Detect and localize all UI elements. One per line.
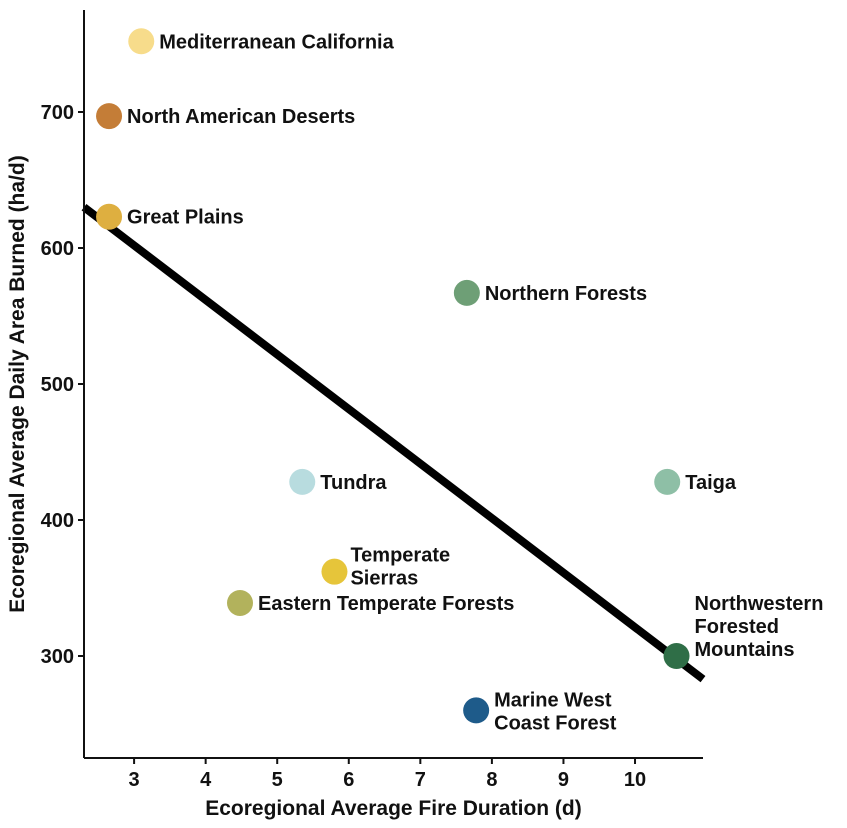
data-point	[289, 468, 316, 495]
x-tick-label: 10	[624, 769, 646, 791]
x-tick-label: 3	[129, 769, 140, 791]
data-point	[453, 279, 480, 306]
y-tick-label: 300	[41, 646, 74, 668]
point-label: Temperate Sierras	[350, 545, 450, 590]
trend-line	[81, 204, 706, 683]
x-tick-label: 5	[272, 769, 283, 791]
y-tick-label: 700	[41, 102, 74, 124]
point-label: Mediterranean California	[159, 31, 394, 53]
point-label: Great Plains	[127, 207, 244, 229]
point-label: Taiga	[685, 472, 737, 494]
x-tick-label: 7	[415, 769, 426, 791]
data-point	[227, 589, 254, 616]
data-point	[128, 28, 155, 55]
point-label: North American Deserts	[127, 106, 355, 128]
data-point	[96, 103, 123, 130]
axes: 3 4 5 6 7 8 9 10 300 400 500 600 700	[41, 10, 703, 791]
data-point	[321, 558, 348, 585]
plot-area: Mediterranean California North American D…	[81, 28, 824, 734]
point-label: Eastern Temperate Forests	[258, 593, 514, 615]
x-tick-label: 9	[558, 769, 569, 791]
y-tick-label: 400	[41, 510, 74, 532]
point-label: Northern Forests	[485, 283, 647, 305]
point-label: Marine West Coast Forest	[494, 689, 617, 734]
x-axis-title: Ecoregional Average Fire Duration (d)	[205, 797, 582, 820]
data-point	[96, 203, 123, 230]
data-point	[463, 697, 490, 724]
y-axis-title: Ecoregional Average Daily Area Burned (h…	[6, 155, 29, 612]
x-tick-label: 6	[343, 769, 354, 791]
point-label: Tundra	[320, 472, 387, 494]
y-tick-label: 600	[41, 238, 74, 260]
x-tick-label: 8	[486, 769, 497, 791]
data-point	[654, 468, 681, 495]
x-tick-label: 4	[200, 769, 212, 791]
point-label: Northwestern Forested Mountains	[695, 593, 824, 661]
data-point	[663, 643, 690, 669]
y-tick-label: 500	[41, 374, 74, 396]
